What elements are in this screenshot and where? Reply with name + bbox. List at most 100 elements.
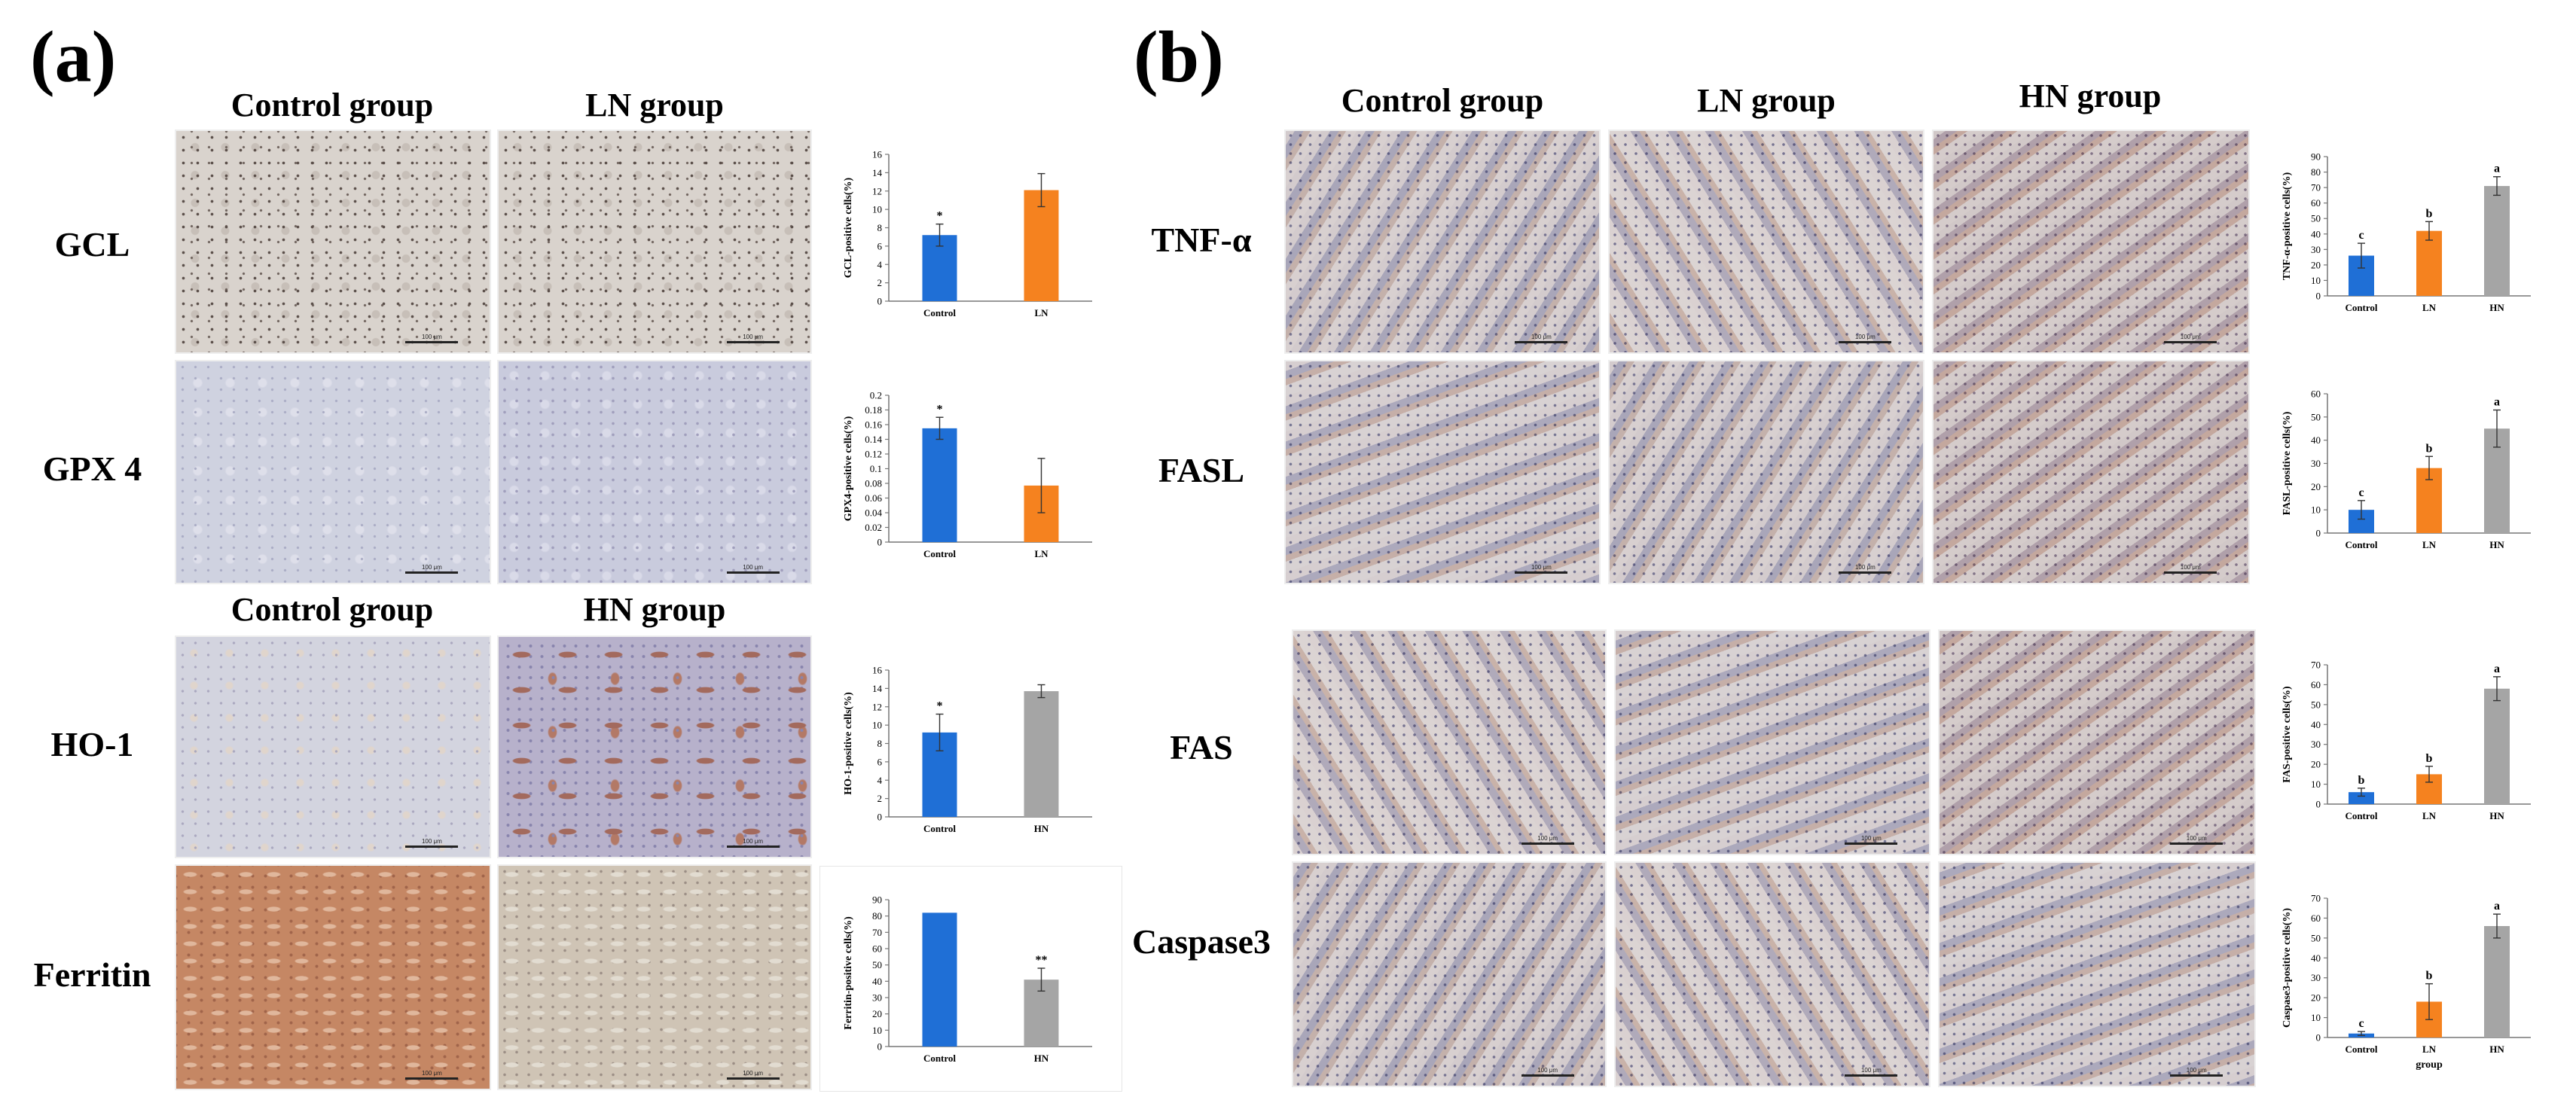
y-axis-label: FAS-positive cells(%)	[2281, 686, 2293, 783]
significance-label: **	[1036, 954, 1048, 967]
micrograph-ferritin-control: 100 μm	[175, 864, 491, 1090]
y-tick-label: 80	[872, 910, 882, 922]
micrograph-tnf-control: 100 μm	[1284, 129, 1601, 354]
micrograph-gpx4-control: 100 μm	[175, 360, 491, 584]
scale-text: 100 μm	[421, 838, 442, 845]
scale-bar	[726, 1077, 780, 1080]
micrograph-fasl-hn: 100 μm	[1932, 360, 2250, 584]
y-tick-label: 2	[877, 277, 883, 288]
micrograph-fas-hn: 100 μm	[1938, 629, 2256, 855]
x-tick-label: HN	[2489, 302, 2504, 313]
scale-bar	[405, 341, 459, 343]
micrograph-gcl-ln: 100 μm	[497, 129, 812, 354]
y-tick-label: 20	[872, 1008, 882, 1019]
chart-ho1: 0 2 4 6 8 10 12 14 16 HO-1-positive cells(%) * Cont…	[829, 655, 1107, 843]
scale-bar	[405, 1077, 459, 1080]
scale-text: 100 μm	[2180, 334, 2201, 340]
panel-b-label: (b)	[1134, 17, 1224, 98]
scale-bar	[2170, 842, 2223, 845]
chart-svg-fas: 0 10 20 30 40 50 60 70 FAS-positive cells(%) b Con…	[2281, 660, 2531, 821]
y-tick-label: 0	[877, 296, 883, 307]
x-tick-label: Control	[923, 1053, 956, 1064]
scale-text: 100 μm	[1860, 835, 1882, 842]
scale-text: 100 μm	[1537, 835, 1558, 842]
scale-text: 100 μm	[421, 564, 442, 571]
significance-label: *	[937, 210, 943, 223]
scale-text: 100 μm	[421, 334, 442, 340]
scale-text: 100 μm	[743, 564, 764, 571]
y-tick-label: 12	[872, 701, 882, 712]
y-tick-label: 0.1	[870, 463, 882, 474]
bar-control	[922, 428, 957, 542]
row-label-ferritin: Ferritin	[33, 955, 151, 994]
y-tick-label: 10	[2311, 778, 2321, 790]
y-tick-label: 10	[2311, 504, 2321, 516]
y-axis-label: FASL-positive cells(%)	[2281, 411, 2293, 515]
significance-label: a	[2494, 163, 2500, 175]
micrograph-fasl-control: 100 μm	[1284, 360, 1601, 584]
scale-text: 100 μm	[743, 334, 764, 340]
y-tick-label: 16	[872, 149, 883, 160]
scale-bar	[1839, 341, 1892, 343]
panel-a-label: (a)	[30, 17, 117, 98]
panel-a-header-control: Control group	[230, 87, 434, 123]
y-tick-label: 40	[2311, 719, 2321, 730]
y-tick-label: 90	[2311, 151, 2321, 163]
y-tick-label: 0	[877, 812, 883, 823]
y-tick-label: 4	[877, 775, 883, 786]
micrograph-gpx4-ln: 100 μm	[497, 360, 812, 584]
y-tick-label: 30	[872, 992, 882, 1004]
micrograph-gcl-control: 100 μm	[175, 129, 491, 354]
y-tick-label: 0.18	[865, 404, 882, 416]
micrograph-caspase3-hn: 100 μm	[1938, 861, 2256, 1087]
significance-label: c	[2358, 229, 2364, 242]
scale-text: 100 μm	[1860, 1067, 1882, 1074]
row-label-gcl: GCL	[54, 225, 130, 264]
y-tick-label: 0	[2316, 799, 2321, 810]
x-axis-label: group	[2416, 1059, 2443, 1071]
y-tick-label: 12	[872, 185, 882, 197]
x-tick-label: LN	[2422, 1044, 2437, 1055]
y-tick-label: 10	[872, 720, 882, 731]
significance-label: b	[2358, 774, 2365, 787]
chart-svg-caspase3: 0 10 20 30 40 50 60 70 Caspase3-positive cells(%…	[2281, 893, 2531, 1071]
y-tick-label: 8	[877, 738, 883, 749]
panel-a-header-hn: HN group	[583, 591, 726, 628]
x-tick-label: HN	[2489, 1044, 2504, 1055]
micrograph-ho1-hn: 100 μm	[497, 635, 812, 858]
micrograph-fasl-ln: 100 μm	[1608, 360, 1924, 584]
significance-label: a	[2494, 900, 2500, 913]
row-label-tnf: TNF-α	[1151, 221, 1252, 259]
y-tick-label: 70	[872, 927, 882, 938]
scale-bar	[1521, 842, 1574, 845]
micrograph-fas-control: 100 μm	[1292, 629, 1607, 855]
y-axis-label: GCL-positive cells(%)	[843, 177, 854, 278]
x-tick-label: HN	[1034, 823, 1049, 834]
y-tick-label: 50	[2311, 932, 2321, 943]
y-tick-label: 10	[872, 204, 882, 215]
significance-label: b	[2426, 207, 2433, 220]
y-tick-label: 40	[2311, 952, 2321, 964]
micrograph-caspase3-ln: 100 μm	[1614, 861, 1930, 1087]
panel-b-header-control: Control group	[1341, 82, 1544, 119]
x-tick-label: Control	[923, 307, 956, 318]
y-axis-label: Ferritin-positive cells(%)	[843, 916, 854, 1030]
y-tick-label: 20	[2311, 759, 2321, 770]
y-tick-label: 0	[2316, 291, 2321, 302]
y-tick-label: 10	[2311, 275, 2321, 286]
micrograph-ho1-control: 100 μm	[175, 635, 491, 858]
bar-hn	[2484, 688, 2510, 804]
y-tick-label: 40	[2311, 228, 2321, 239]
micrograph-caspase3-control: 100 μm	[1292, 861, 1607, 1087]
bar-hn	[2484, 186, 2510, 296]
y-tick-label: 30	[2311, 458, 2321, 469]
x-tick-label: Control	[2345, 810, 2377, 821]
y-tick-label: 0.14	[865, 434, 882, 445]
x-tick-label: HN	[2489, 810, 2504, 821]
y-tick-label: 0.12	[865, 449, 882, 460]
significance-label: a	[2494, 663, 2500, 675]
y-tick-label: 40	[2311, 434, 2321, 446]
y-tick-label: 10	[872, 1025, 882, 1036]
bar-control	[2349, 792, 2374, 804]
significance-label: *	[937, 700, 943, 713]
